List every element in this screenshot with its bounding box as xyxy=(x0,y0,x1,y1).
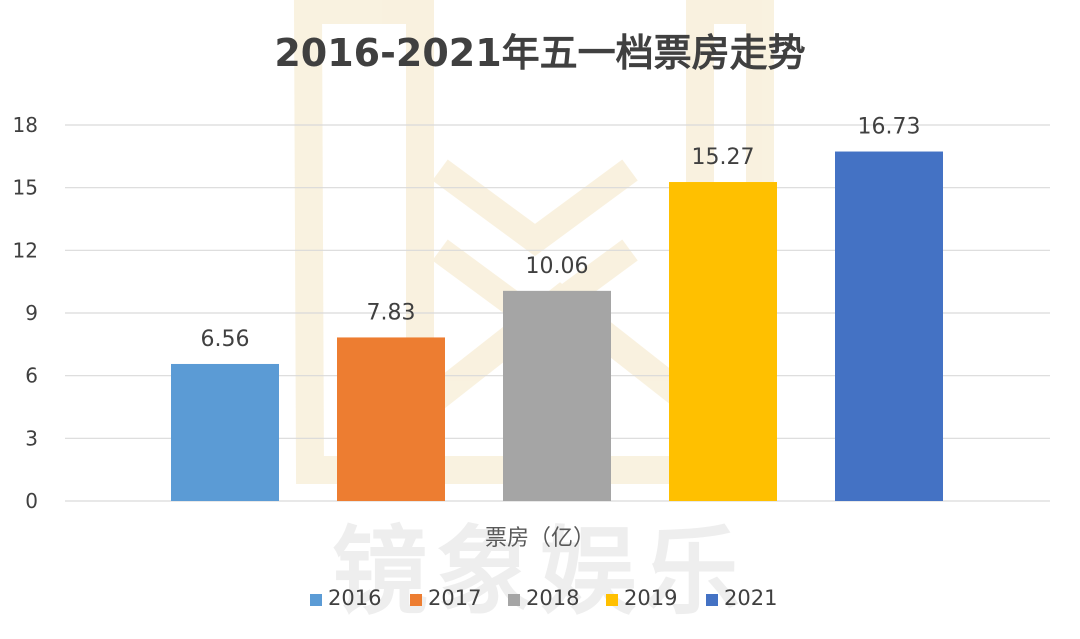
chart-title: 2016-2021年五一档票房走势 xyxy=(274,31,805,75)
y-tick-label: 12 xyxy=(13,238,38,262)
legend-swatch-2017 xyxy=(410,594,422,606)
legend-label-2019: 2019 xyxy=(624,586,677,610)
data-label-2017: 7.83 xyxy=(367,300,416,325)
data-label-2016: 6.56 xyxy=(201,327,250,352)
bars xyxy=(171,151,943,502)
legend-label-2021: 2021 xyxy=(724,586,777,610)
data-label-2019: 15.27 xyxy=(692,145,755,170)
x-axis-title: 票房（亿） xyxy=(485,526,595,551)
legend: 2016 2017 2018 2019 2021 xyxy=(310,586,777,610)
bar-2017 xyxy=(337,337,445,501)
legend-swatch-2019 xyxy=(606,594,618,606)
y-axis-ticks: 0 3 6 9 12 15 18 xyxy=(13,113,38,513)
y-tick-label: 3 xyxy=(25,426,38,450)
legend-label-2016: 2016 xyxy=(328,586,381,610)
data-label-2018: 10.06 xyxy=(526,254,589,279)
legend-label-2018: 2018 xyxy=(526,586,579,610)
y-tick-label: 0 xyxy=(25,489,38,513)
y-tick-label: 15 xyxy=(13,176,38,200)
y-tick-label: 6 xyxy=(25,364,38,388)
y-tick-label: 18 xyxy=(13,113,38,137)
data-label-2021: 16.73 xyxy=(858,115,921,140)
y-tick-label: 9 xyxy=(25,301,38,325)
bar-2021 xyxy=(835,151,943,502)
legend-swatch-2016 xyxy=(310,594,322,606)
bar-2016 xyxy=(171,363,279,501)
legend-swatch-2018 xyxy=(508,594,520,606)
data-labels: 6.56 7.83 10.06 15.27 16.73 xyxy=(201,115,921,352)
bar-2019 xyxy=(669,182,777,501)
bar-2018 xyxy=(503,290,611,501)
watermark-text: 镜象娱乐 xyxy=(332,516,748,628)
legend-swatch-2021 xyxy=(706,594,718,606)
legend-label-2017: 2017 xyxy=(428,586,481,610)
